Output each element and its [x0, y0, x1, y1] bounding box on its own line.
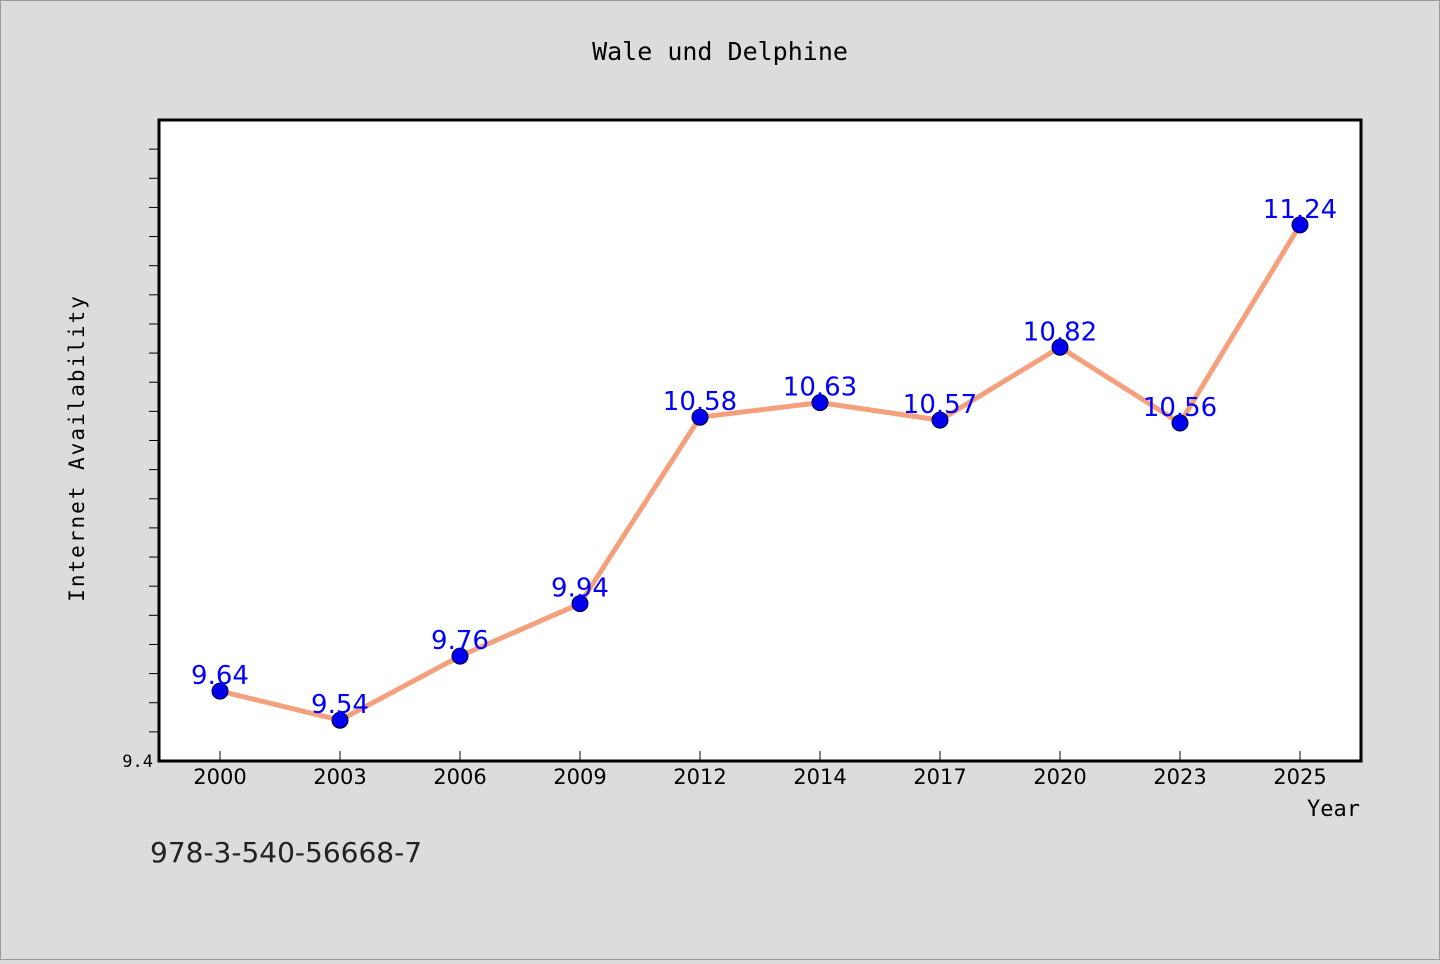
x-tick-labels: 2000 2003 2006 2009 2012 2014 2017 2020 2023 2025 [193, 765, 1326, 789]
data-point-marker [1171, 414, 1189, 432]
data-label: 10.56 [1143, 393, 1217, 423]
data-point-marker [691, 408, 709, 426]
data-point-marker [211, 682, 229, 700]
x-tick-label: 2025 [1273, 765, 1326, 789]
x-tick-label: 2012 [673, 765, 726, 789]
y-tick-labels: 9.4 [122, 752, 153, 772]
x-tick-label: 2006 [433, 765, 486, 789]
x-axis-label: Year [1307, 797, 1360, 822]
data-label: 10.57 [903, 390, 977, 420]
data-point-marker [571, 595, 589, 613]
data-point-marker [1291, 216, 1309, 234]
x-tick-label: 2003 [313, 765, 366, 789]
y-tick-label: 9.4 [122, 752, 153, 772]
chart-title: Wale und Delphine [592, 37, 848, 66]
x-tick-label: 2020 [1033, 765, 1086, 789]
y-axis-label: Internet Availability [65, 294, 89, 602]
data-label: 9.94 [551, 574, 609, 604]
data-point-marker [331, 711, 349, 729]
data-markers [211, 216, 1309, 729]
data-label: 9.64 [191, 661, 249, 691]
data-label: 11.24 [1263, 195, 1337, 225]
series-line [217, 222, 1303, 723]
data-label: 10.82 [1023, 317, 1097, 347]
data-label: 9.54 [311, 690, 369, 720]
data-point-marker [811, 394, 829, 412]
x-tick-label: 2009 [553, 765, 606, 789]
plot-area [157, 118, 1363, 763]
data-labels: 9.64 9.54 9.76 9.94 10.58 10.63 10.57 10.82 10.5… [191, 195, 1337, 720]
data-point-marker [931, 411, 949, 429]
x-tick-label: 2023 [1153, 765, 1206, 789]
footer-isbn-text: 978-3-540-56668-7 [150, 836, 422, 869]
data-label: 10.63 [783, 373, 857, 403]
data-point-marker [451, 647, 469, 665]
x-tick-label: 2017 [913, 765, 966, 789]
data-label: 9.76 [431, 626, 489, 656]
y-axis-ticks [149, 148, 159, 733]
x-tick-label: 2000 [193, 765, 246, 789]
series-line-group [217, 222, 1303, 723]
x-tick-label: 2014 [793, 765, 846, 789]
x-axis-ticks [219, 751, 1301, 761]
data-point-marker [1051, 338, 1069, 356]
data-label: 10.58 [663, 387, 737, 417]
